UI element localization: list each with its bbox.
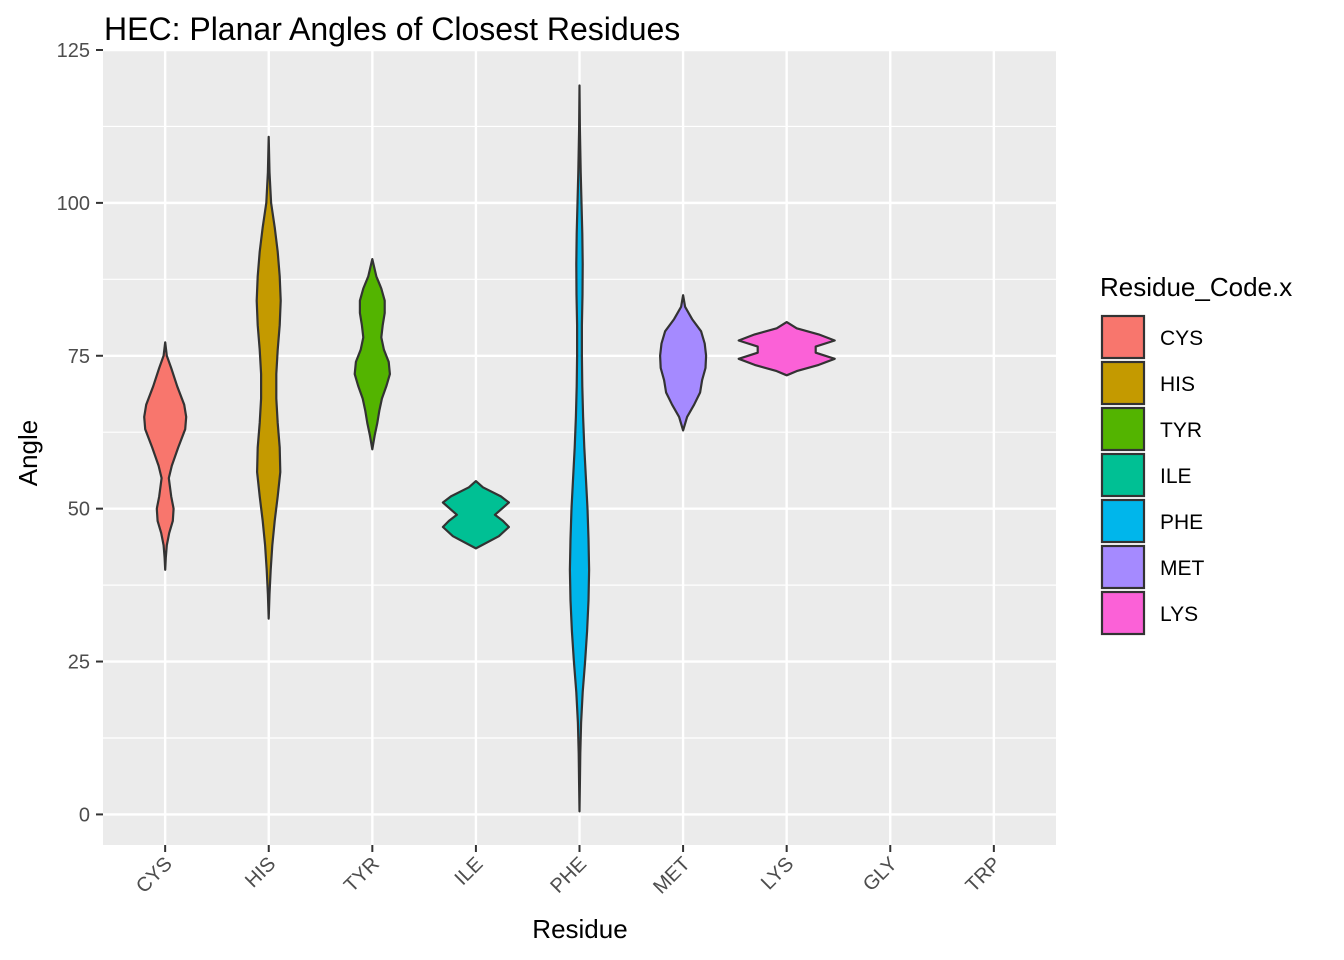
x-tick-label: CYS — [132, 853, 177, 898]
x-tick-label: HIS — [241, 853, 280, 892]
x-axis-title: Residue — [532, 914, 627, 944]
legend-swatch-ile — [1100, 452, 1146, 498]
legend-label-met: MET — [1160, 557, 1205, 580]
x-tick-label: ILE — [451, 853, 488, 890]
y-tick-label: 75 — [68, 346, 90, 368]
x-tick-label: GLY — [859, 853, 902, 896]
legend-swatch-phe — [1100, 498, 1146, 544]
x-tick-label: MET — [649, 853, 694, 898]
y-tick-label: 0 — [79, 804, 90, 826]
legend-title: Residue_Code.x — [1100, 272, 1292, 302]
x-tick-label: LYS — [757, 853, 798, 894]
violin-ile — [441, 480, 510, 550]
legend-swatch-tyr — [1100, 406, 1146, 452]
legend-swatch-lys — [1100, 590, 1146, 636]
y-tick-label: 125 — [57, 40, 90, 62]
legend-items: CYS HIS TYR ILE PHE MET LYS — [1100, 314, 1205, 636]
y-axis: 0 25 50 75 100 125 — [57, 40, 103, 826]
legend-label-phe: PHE — [1160, 511, 1203, 534]
y-tick-label: 25 — [68, 652, 90, 674]
legend: Residue_Code.x CYS HIS TYR ILE PHE MET LYS — [1100, 272, 1292, 636]
violin-phe — [568, 84, 591, 813]
x-tick-label: TRP — [962, 853, 1006, 897]
violin-his — [255, 135, 282, 620]
legend-label-lys: LYS — [1160, 603, 1198, 626]
legend-swatch-his — [1100, 360, 1146, 406]
x-tick-label: TYR — [340, 853, 384, 897]
violin-tyr — [353, 258, 391, 451]
violin-met — [659, 294, 708, 432]
violins — [143, 84, 836, 813]
x-axis: CYS HIS TYR ILE PHE MET LYS GLY TRP — [132, 845, 1005, 898]
legend-label-ile: ILE — [1160, 465, 1192, 488]
legend-label-cys: CYS — [1160, 327, 1203, 350]
legend-label-tyr: TYR — [1160, 419, 1202, 442]
violin-cys — [143, 341, 188, 571]
chart-title: HEC: Planar Angles of Closest Residues — [104, 11, 680, 47]
legend-label-his: HIS — [1160, 373, 1195, 396]
y-axis-title: Angle — [13, 420, 43, 487]
x-tick-label: PHE — [546, 853, 591, 898]
violin-lys — [737, 321, 836, 377]
y-tick-label: 50 — [68, 499, 90, 521]
legend-swatch-met — [1100, 544, 1146, 590]
legend-swatch-cys — [1100, 314, 1146, 360]
y-tick-label: 100 — [57, 193, 90, 215]
